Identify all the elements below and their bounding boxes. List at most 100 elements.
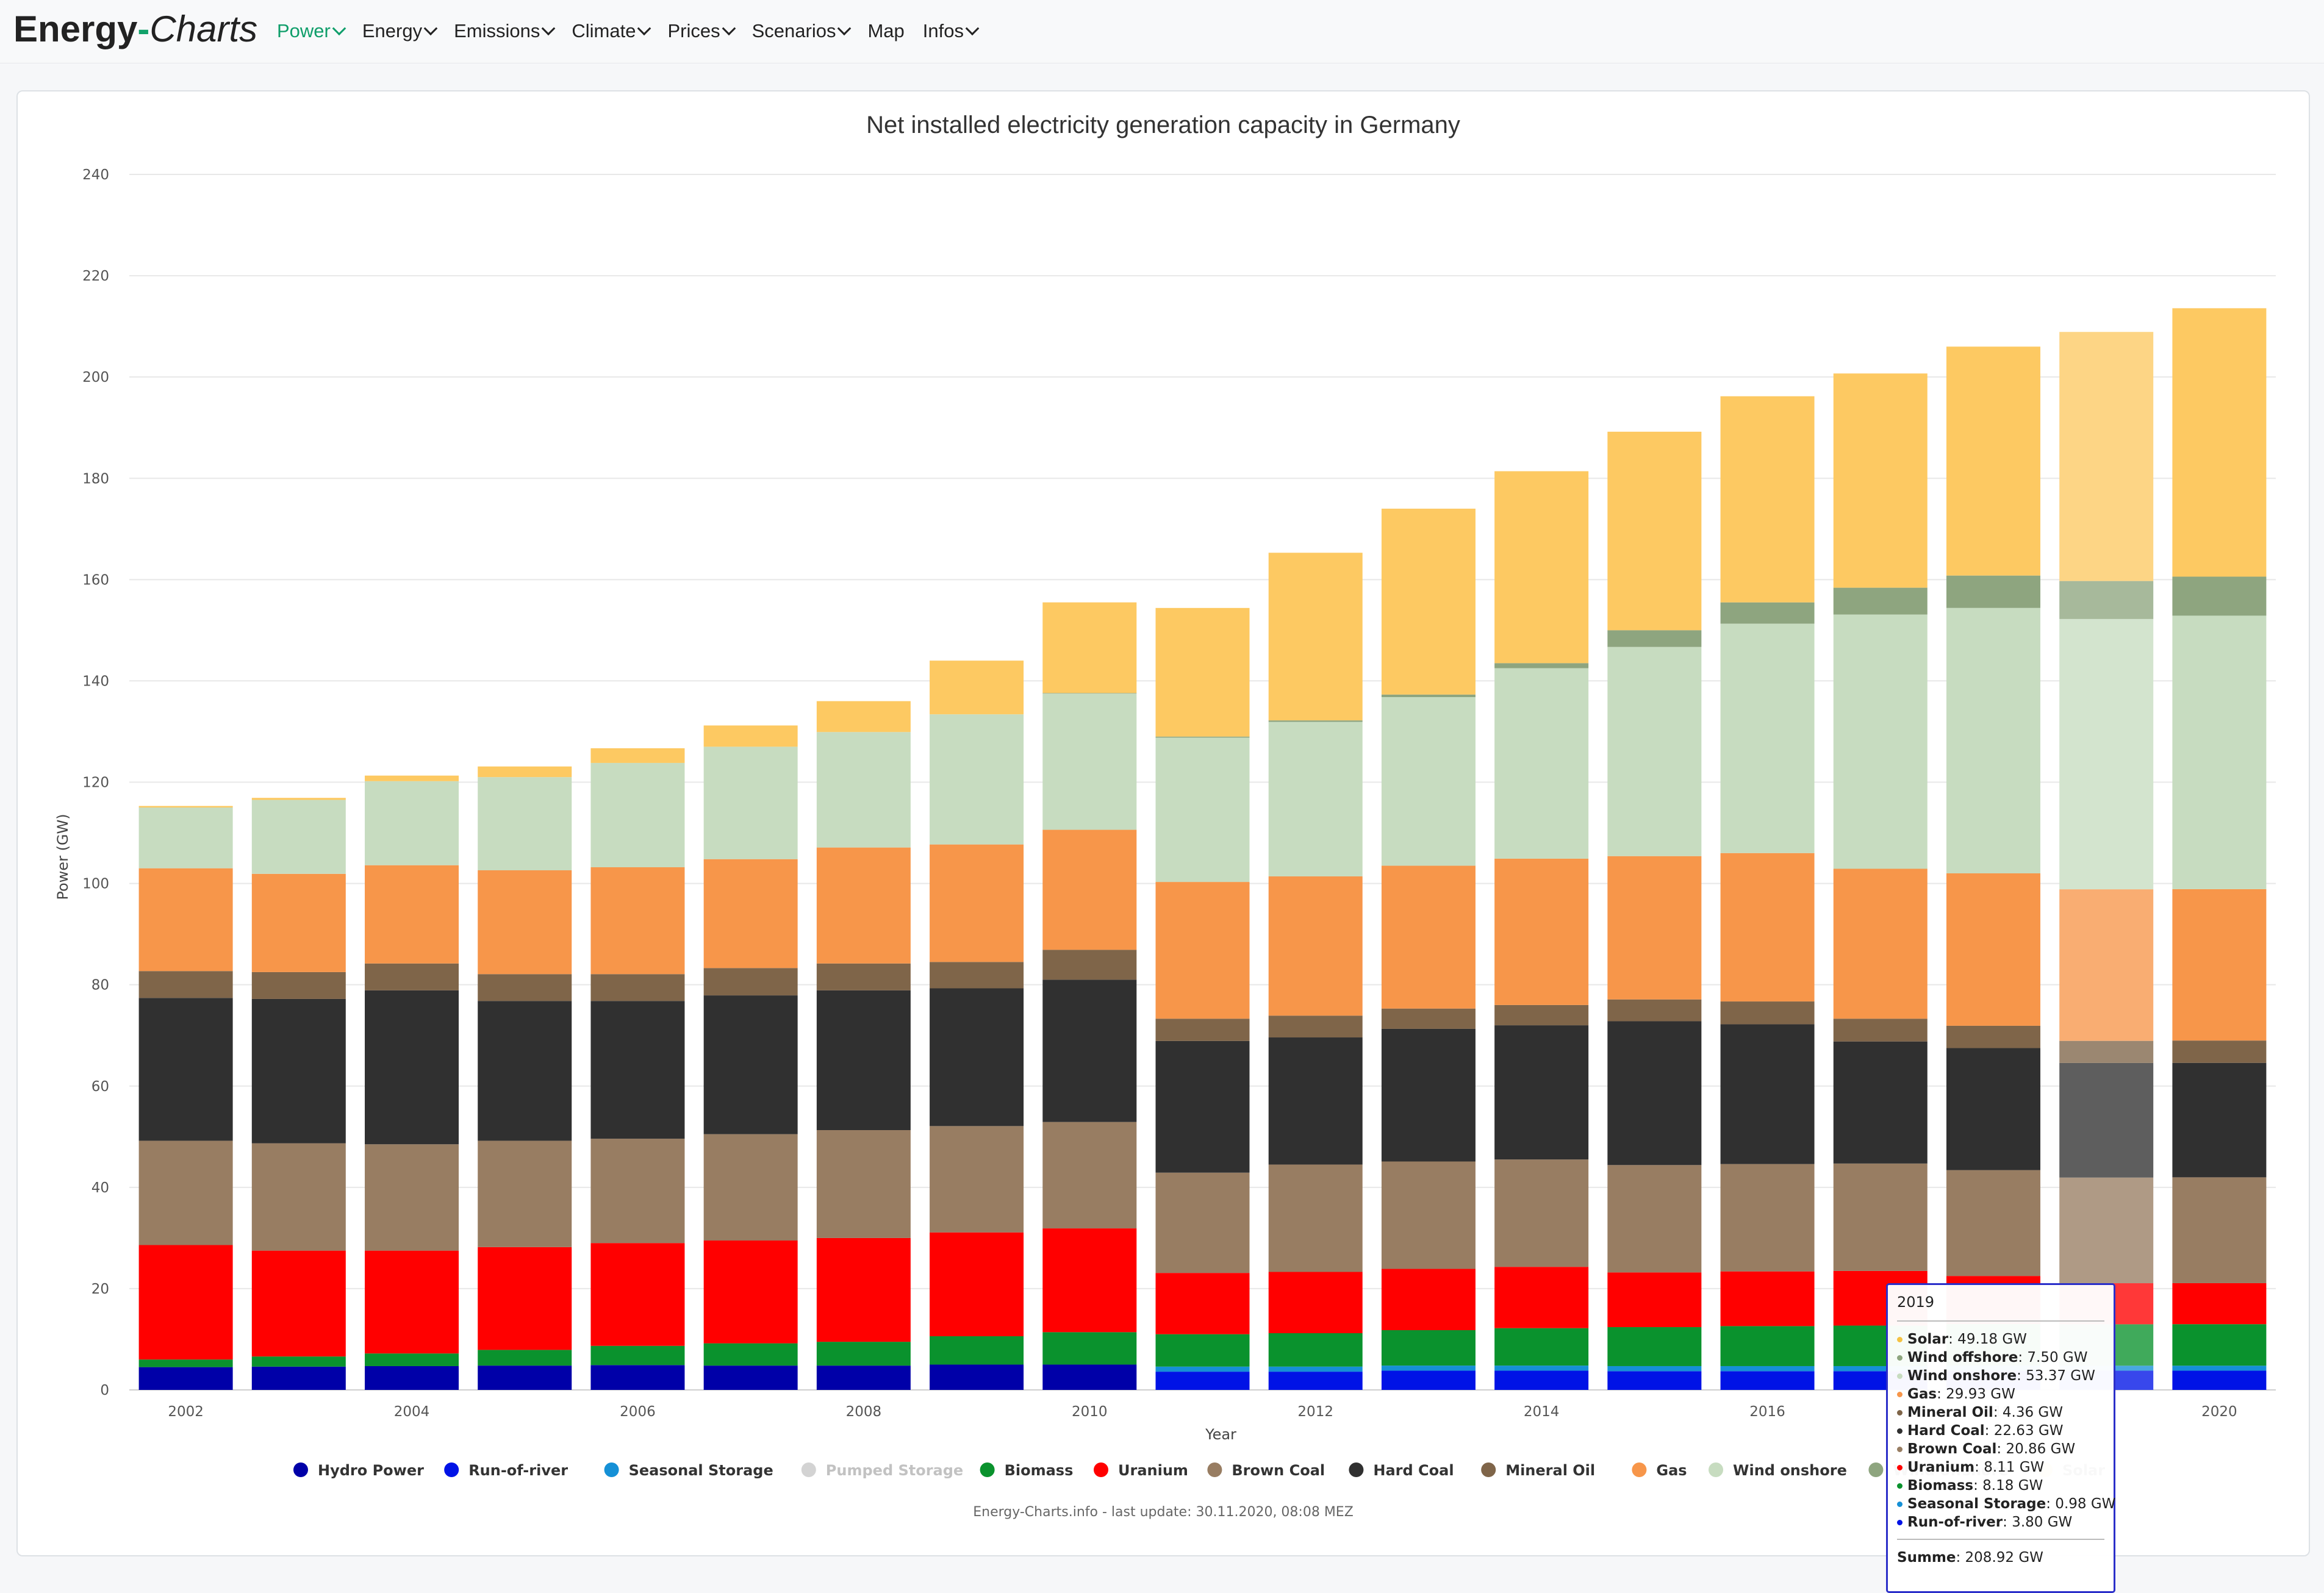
bar-segment-hydro-power[interactable] <box>590 1365 685 1390</box>
bar-segment-hard-coal[interactable] <box>1833 1041 1928 1164</box>
bar-segment-brown-coal[interactable] <box>703 1134 798 1241</box>
bar-segment-mineral-oil[interactable] <box>1946 1025 2040 1048</box>
bar-segment-hard-coal[interactable] <box>2172 1062 2267 1178</box>
bar-segment-brown-coal[interactable] <box>251 1143 346 1251</box>
bar-segment-uranium[interactable] <box>365 1250 459 1354</box>
bar-segment-gas[interactable] <box>138 868 233 972</box>
nav-item-energy[interactable]: Energy <box>362 17 438 45</box>
bar-segment-brown-coal[interactable] <box>1042 1122 1137 1229</box>
bar-segment-wind-onshore[interactable] <box>365 781 459 865</box>
bar-segment-brown-coal[interactable] <box>1720 1164 1815 1272</box>
bar-segment-gas[interactable] <box>2059 889 2154 1041</box>
bar-segment-wind-offshore[interactable] <box>1155 736 1250 738</box>
bar-segment-solar[interactable] <box>930 660 1024 715</box>
bar-segment-gas[interactable] <box>930 844 1024 962</box>
legend-item-run-of-river[interactable]: Run-of-river <box>468 1462 568 1479</box>
bar-segment-wind-offshore[interactable] <box>1268 720 1363 722</box>
bar-segment-hard-coal[interactable] <box>365 990 459 1145</box>
bar-segment-solar[interactable] <box>816 701 911 732</box>
bar-segment-biomass[interactable] <box>590 1345 685 1366</box>
bar-segment-wind-offshore[interactable] <box>1833 587 1928 615</box>
bar-segment-mineral-oil[interactable] <box>1720 1001 1815 1025</box>
bar-segment-solar[interactable] <box>1607 431 1702 631</box>
bar-segment-biomass[interactable] <box>138 1359 233 1367</box>
bar-segment-gas[interactable] <box>1833 868 1928 1019</box>
bar-segment-brown-coal[interactable] <box>1946 1170 2040 1276</box>
legend-item-seasonal-storage[interactable]: Seasonal Storage <box>629 1462 773 1479</box>
bar-segment-hydro-power[interactable] <box>816 1366 911 1390</box>
bar-segment-brown-coal[interactable] <box>930 1126 1024 1233</box>
bar-segment-hydro-power[interactable] <box>365 1366 459 1390</box>
bar-segment-biomass[interactable] <box>2172 1324 2267 1366</box>
bar-segment-biomass[interactable] <box>365 1353 459 1366</box>
bar-segment-hard-coal[interactable] <box>1607 1021 1702 1165</box>
bar-segment-solar[interactable] <box>1720 396 1815 603</box>
bar-segment-mineral-oil[interactable] <box>1833 1018 1928 1042</box>
bar-segment-gas[interactable] <box>1155 882 1250 1019</box>
bar-segment-solar[interactable] <box>365 775 459 781</box>
bar-segment-uranium[interactable] <box>1381 1269 1476 1331</box>
bar-segment-mineral-oil[interactable] <box>590 974 685 1001</box>
bar-segment-brown-coal[interactable] <box>2059 1177 2154 1284</box>
legend-dot[interactable] <box>980 1462 995 1477</box>
bar-segment-wind-offshore[interactable] <box>2059 581 2154 619</box>
bar-segment-run-of-river[interactable] <box>1494 1370 1589 1390</box>
bar-segment-mineral-oil[interactable] <box>1381 1008 1476 1029</box>
bar-segment-uranium[interactable] <box>1607 1272 1702 1328</box>
bar-segment-solar[interactable] <box>138 806 233 808</box>
nav-item-scenarios[interactable]: Scenarios <box>752 17 852 45</box>
bar-segment-hard-coal[interactable] <box>2059 1062 2154 1178</box>
nav-item-climate[interactable]: Climate <box>572 17 651 45</box>
bar-segment-gas[interactable] <box>365 865 459 964</box>
bar-segment-gas[interactable] <box>2172 889 2267 1041</box>
bar-segment-wind-onshore[interactable] <box>590 762 685 868</box>
legend-dot[interactable] <box>293 1462 308 1477</box>
bar-segment-solar[interactable] <box>2059 332 2154 581</box>
bar-segment-mineral-oil[interactable] <box>365 963 459 990</box>
bar-segment-wind-onshore[interactable] <box>1946 607 2040 873</box>
bar-segment-run-of-river[interactable] <box>2172 1370 2267 1390</box>
bar-segment-mineral-oil[interactable] <box>251 972 346 999</box>
bar-segment-wind-onshore[interactable] <box>1042 693 1137 830</box>
bar-segment-run-of-river[interactable] <box>1720 1371 1815 1390</box>
bar-segment-mineral-oil[interactable] <box>930 962 1024 989</box>
bar-segment-uranium[interactable] <box>251 1250 346 1357</box>
bar-segment-gas[interactable] <box>1042 829 1137 950</box>
bar-segment-wind-offshore[interactable] <box>2172 576 2267 616</box>
bar-segment-uranium[interactable] <box>1155 1273 1250 1334</box>
bar-segment-wind-onshore[interactable] <box>478 777 572 870</box>
bar-segment-uranium[interactable] <box>138 1245 233 1360</box>
bar-segment-brown-coal[interactable] <box>365 1144 459 1251</box>
legend-dot[interactable] <box>444 1462 459 1477</box>
bar-segment-brown-coal[interactable] <box>1268 1164 1363 1272</box>
bar-segment-hard-coal[interactable] <box>1268 1037 1363 1165</box>
bar-segment-biomass[interactable] <box>251 1356 346 1367</box>
bar-segment-brown-coal[interactable] <box>816 1129 911 1238</box>
bar-segment-gas[interactable] <box>1381 865 1476 1009</box>
bar-segment-biomass[interactable] <box>1042 1332 1137 1365</box>
bar-segment-wind-onshore[interactable] <box>703 746 798 859</box>
bar-segment-run-of-river[interactable] <box>1155 1372 1250 1390</box>
bar-segment-hard-coal[interactable] <box>930 988 1024 1126</box>
bar-segment-solar[interactable] <box>1268 553 1363 721</box>
bar-segment-brown-coal[interactable] <box>590 1139 685 1244</box>
bar-segment-wind-offshore[interactable] <box>1381 694 1476 697</box>
legend-dot[interactable] <box>1349 1462 1364 1477</box>
bar-segment-brown-coal[interactable] <box>1381 1161 1476 1269</box>
bar-segment-wind-onshore[interactable] <box>816 732 911 848</box>
bar-segment-hard-coal[interactable] <box>1381 1028 1476 1162</box>
legend-item-hard-coal[interactable]: Hard Coal <box>1373 1462 1454 1479</box>
bar-segment-gas[interactable] <box>1494 858 1589 1005</box>
bar-segment-solar[interactable] <box>478 766 572 778</box>
bar-segment-hydro-power[interactable] <box>478 1366 572 1390</box>
bar-segment-hard-coal[interactable] <box>1946 1048 2040 1170</box>
bar-segment-wind-onshore[interactable] <box>930 714 1024 845</box>
bar-segment-biomass[interactable] <box>478 1350 572 1366</box>
bar-segment-biomass[interactable] <box>816 1342 911 1366</box>
bar-segment-brown-coal[interactable] <box>1155 1172 1250 1273</box>
bar-segment-solar[interactable] <box>590 748 685 763</box>
bar-segment-biomass[interactable] <box>1607 1327 1702 1366</box>
bar-segment-uranium[interactable] <box>478 1247 572 1350</box>
bar-segment-uranium[interactable] <box>590 1243 685 1346</box>
legend-item-uranium[interactable]: Uranium <box>1118 1462 1188 1479</box>
